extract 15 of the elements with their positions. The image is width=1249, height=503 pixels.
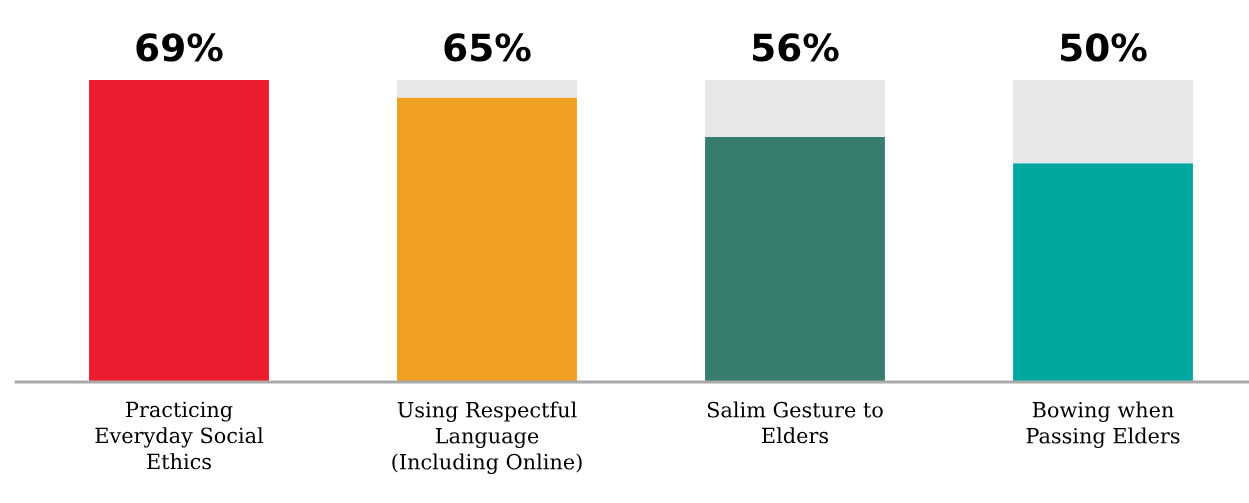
x-tick-label: Bowing when Passing Elders [1026,401,1180,448]
bar [397,97,577,382]
x-tick-label: Using Respectful Language (Including Online) [392,401,582,474]
x-tick-label: Practicing Everyday Social Ethics [95,401,264,470]
data-label: 56% [753,33,839,62]
data-label: 50% [1061,33,1147,62]
bar [1013,80,1193,164]
bar [1013,163,1193,382]
data-label: 69% [136,33,223,62]
bar [705,80,885,137]
bar [397,80,577,98]
data-label: 65% [444,33,531,62]
bar [89,80,269,382]
x-tick-label: Salim Gesture to Elders [707,401,883,444]
bar [705,136,885,382]
